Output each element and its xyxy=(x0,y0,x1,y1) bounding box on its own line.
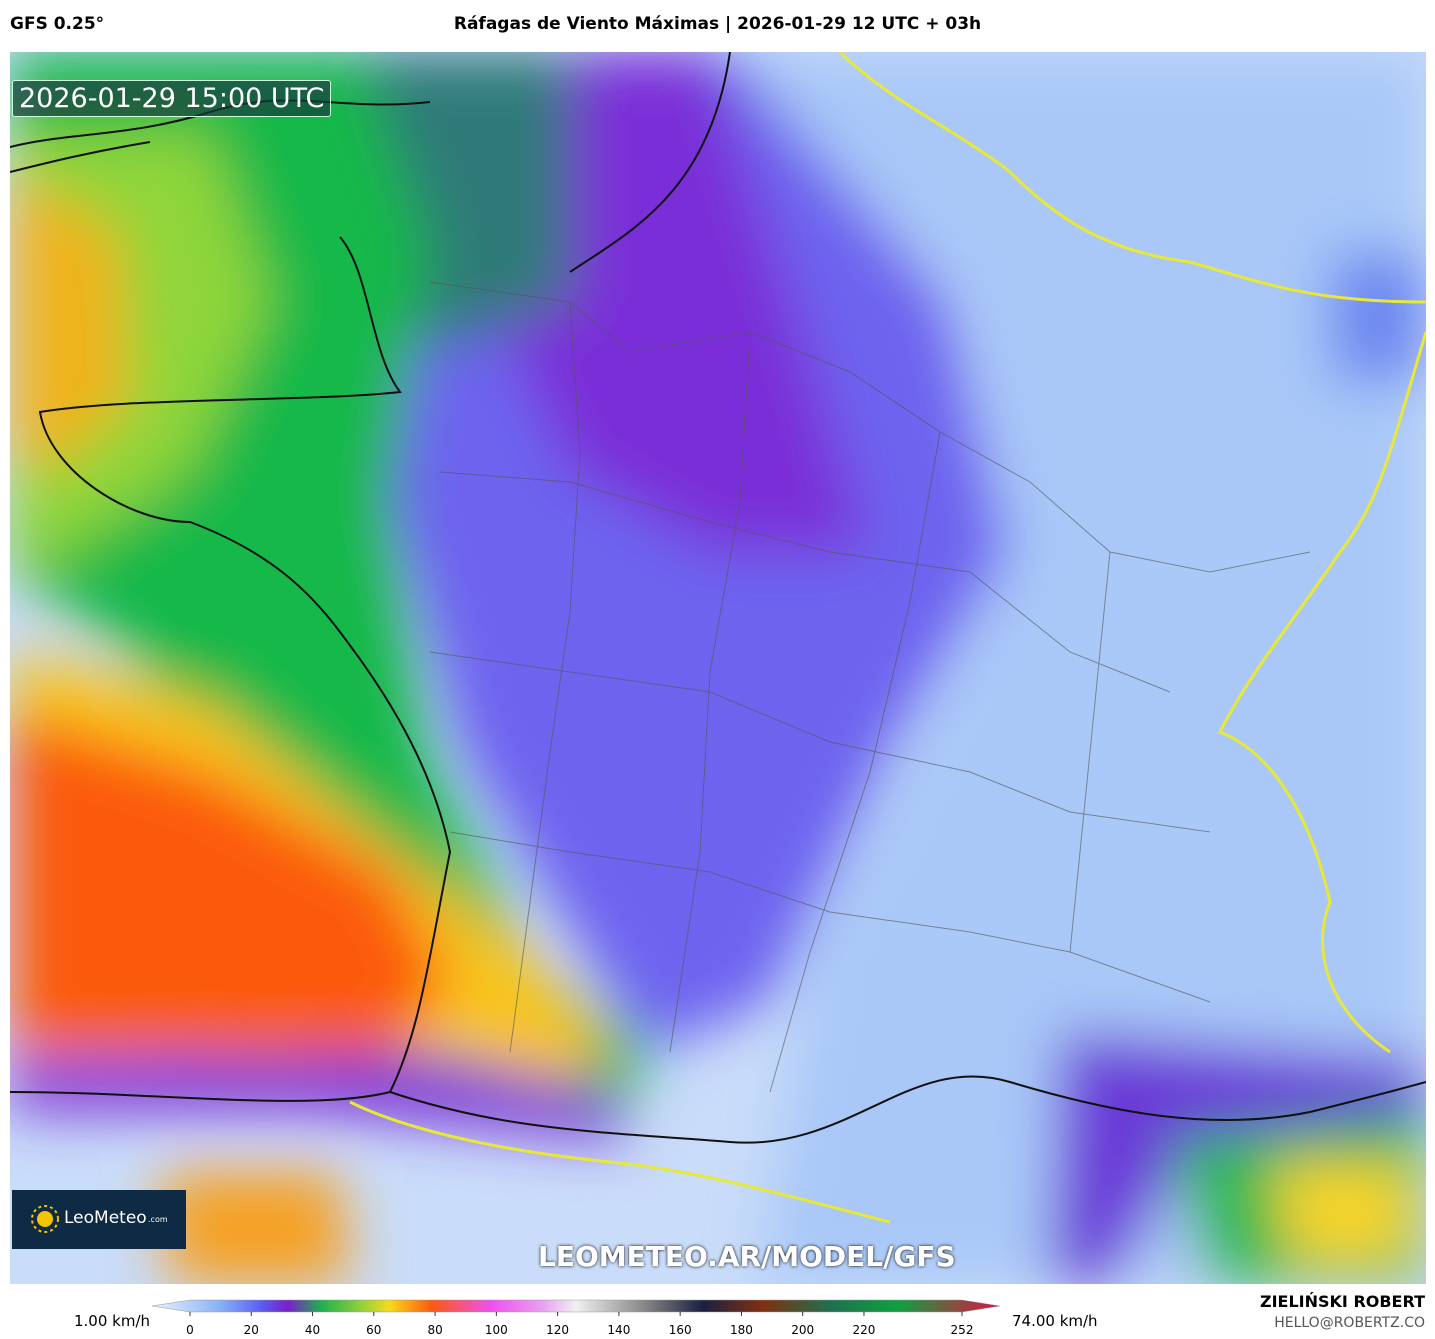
map-title: Ráfagas de Viento Máximas | 2026-01-29 1… xyxy=(453,14,982,34)
colorbar-tick-label: 80 xyxy=(427,1323,442,1337)
author: ZIELIŃSKI ROBERT xyxy=(1259,1292,1425,1311)
map xyxy=(10,52,1426,1284)
colorbar-tick-label: 20 xyxy=(244,1323,259,1337)
colorbar-tick-label: 0 xyxy=(186,1323,194,1337)
logo-box: LeoMeteo .com xyxy=(12,1190,186,1249)
colorbar-min-label: 1.00 km/h xyxy=(74,1312,151,1330)
colorbar-tick-label: 100 xyxy=(485,1323,508,1337)
colorbar: 0 20 40 60 80 100 120 140 160 180 200 220 252 xyxy=(151,1299,1001,1337)
colorbar-tick-label: 40 xyxy=(305,1323,320,1337)
logo-sun xyxy=(31,1205,59,1233)
colorbar-tick-label: 140 xyxy=(607,1323,630,1337)
logo-suffix: .com xyxy=(148,1215,168,1224)
colorbar-ramp xyxy=(151,1299,1001,1313)
colorbar-tick-label: 120 xyxy=(546,1323,569,1337)
colorbar-tick-label: 200 xyxy=(791,1323,814,1337)
colorbar-tick-label: 60 xyxy=(366,1323,381,1337)
watermark: LEOMETEO.AR/MODEL/GFS xyxy=(538,1240,956,1273)
timestamp: 2026-01-29 15:00 UTC xyxy=(12,80,332,117)
colorbar-max-label: 74.00 km/h xyxy=(1012,1312,1098,1330)
colorbar-tick-label: 220 xyxy=(853,1323,876,1337)
colorbar-tick-label: 252 xyxy=(951,1323,974,1337)
logo-name: LeoMeteo xyxy=(64,1208,147,1228)
model-label: GFS 0.25° xyxy=(10,14,105,34)
colorbar-tick-label: 180 xyxy=(730,1323,753,1337)
email: HELLO@ROBERTZ.CO xyxy=(1274,1315,1425,1331)
colorbar-tick-label: 160 xyxy=(669,1323,692,1337)
